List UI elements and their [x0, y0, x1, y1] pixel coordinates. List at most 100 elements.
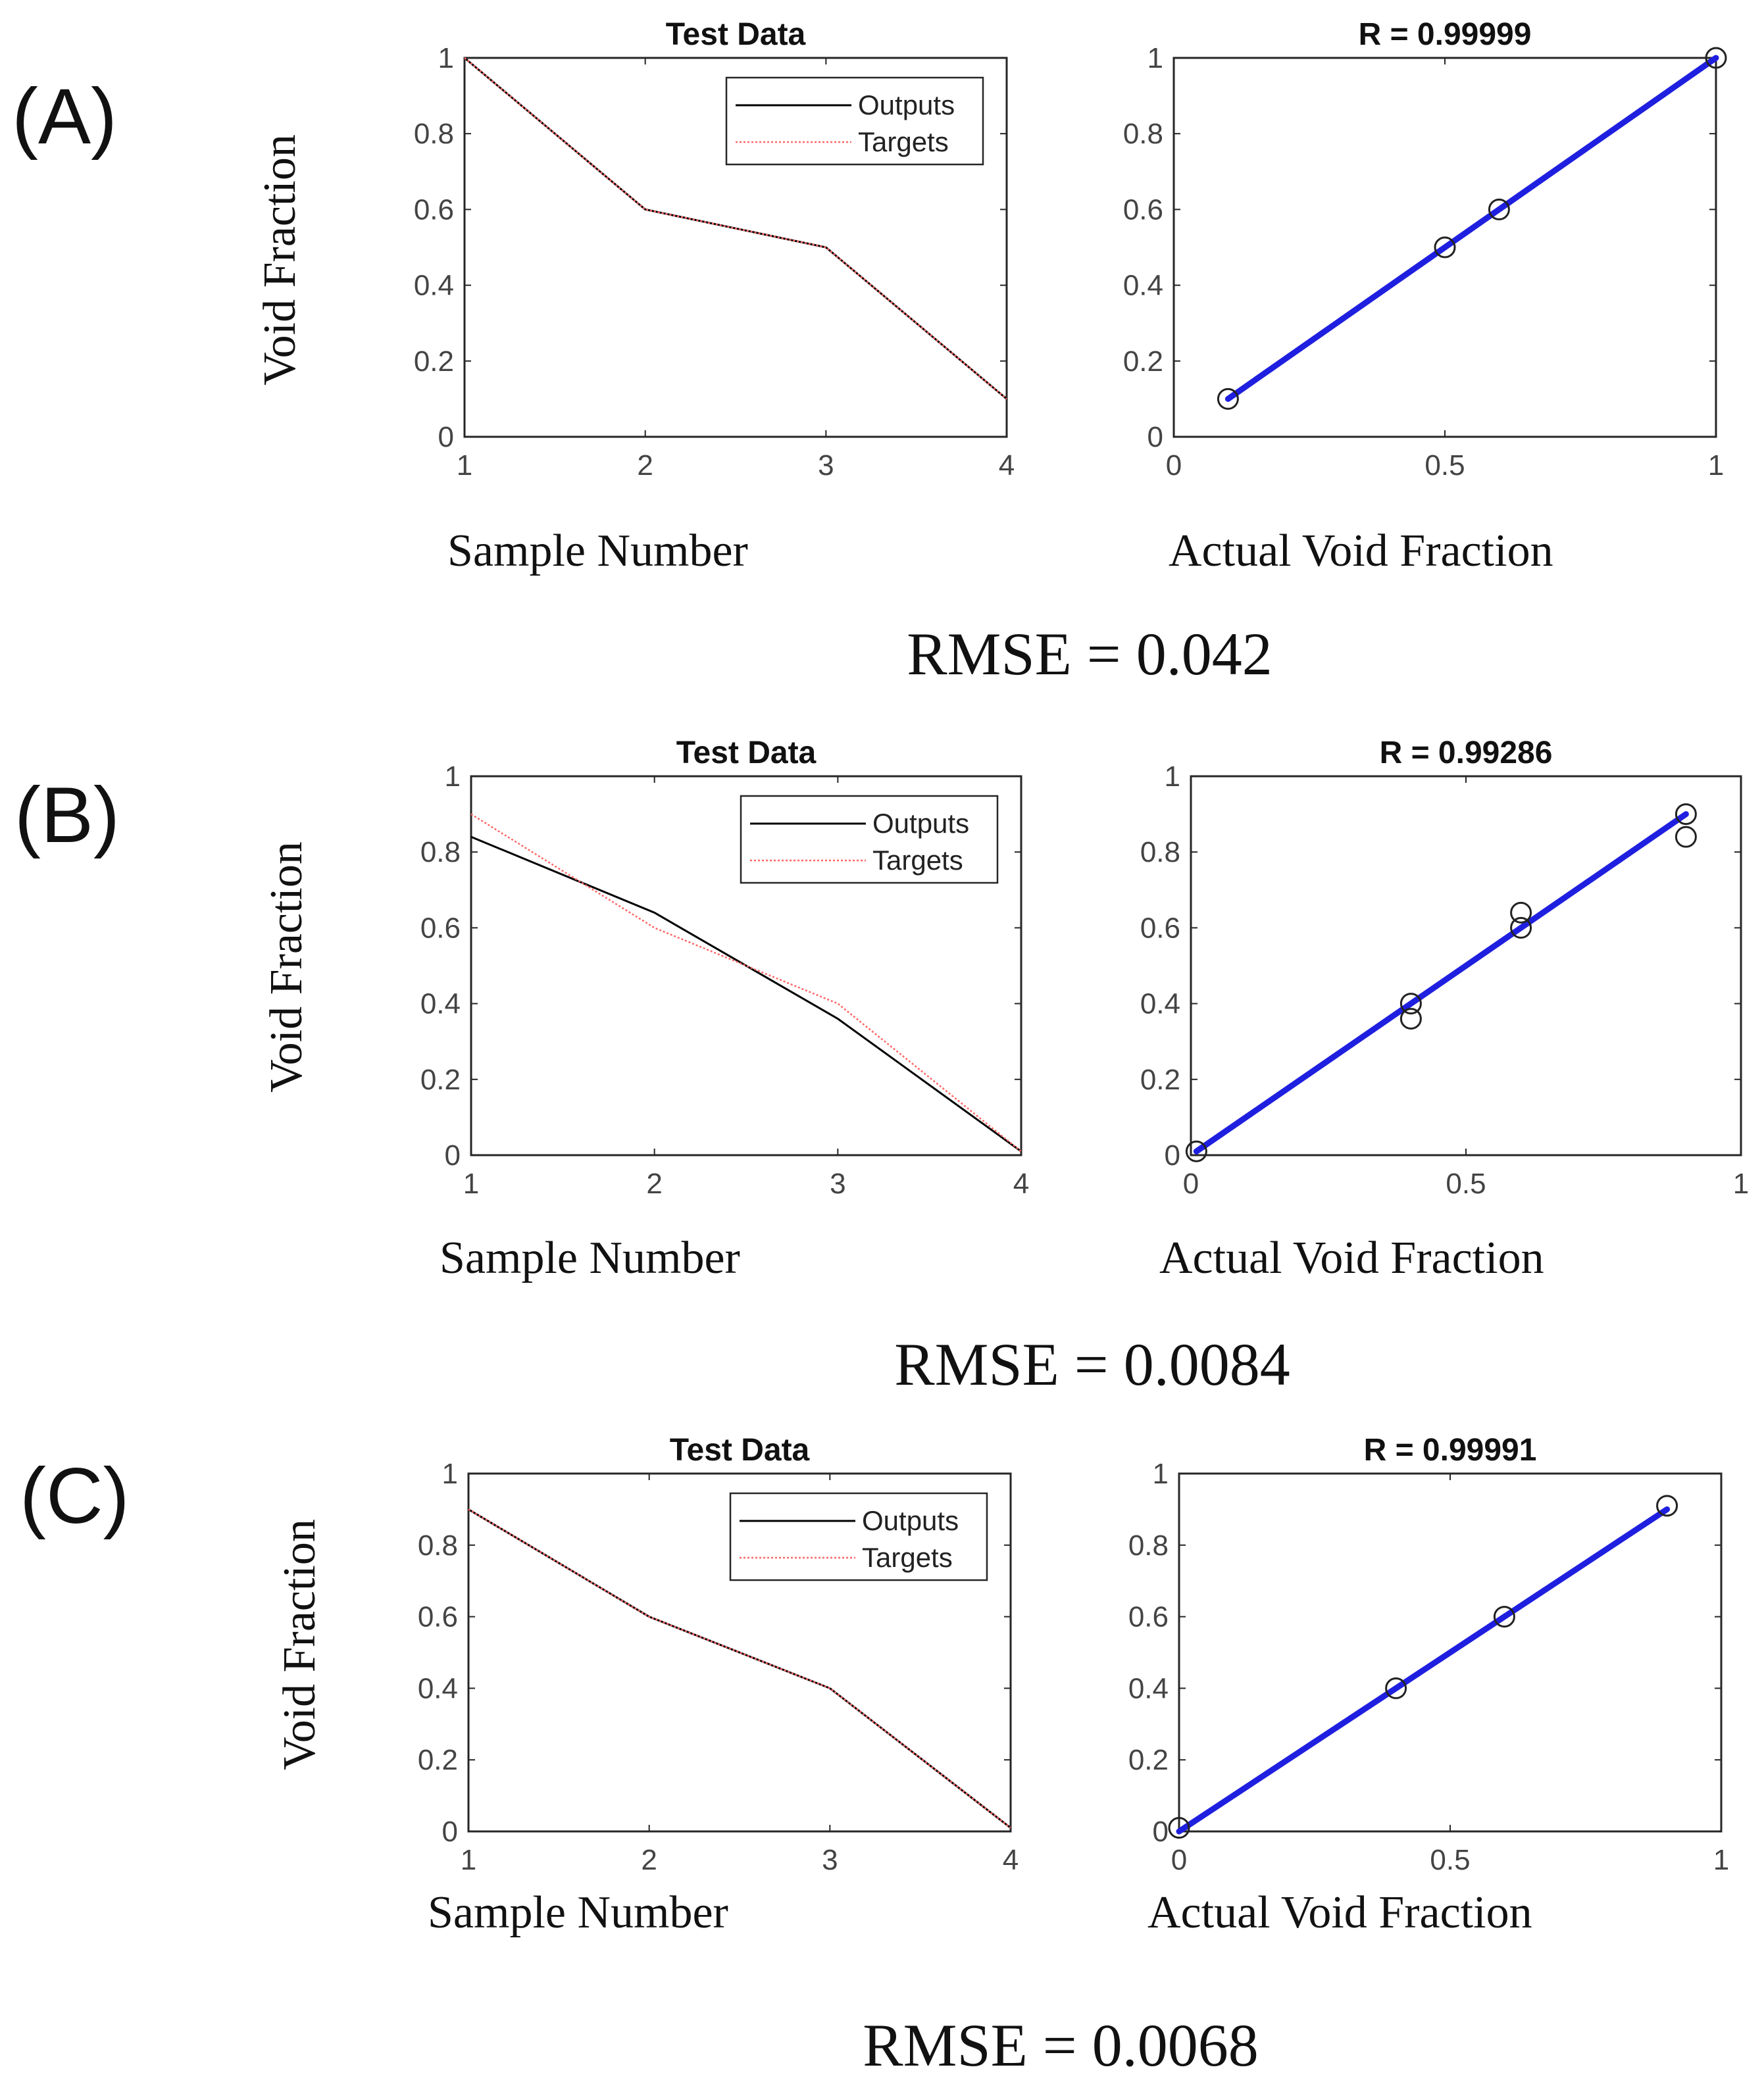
data-point	[1434, 236, 1456, 259]
y-tick-label: 0.8	[1140, 836, 1180, 868]
y-tick-label: 0.6	[1140, 912, 1180, 944]
y-tick-label: 0.2	[418, 1744, 458, 1776]
y-tick-label: 0.4	[1123, 270, 1163, 302]
line-chart-b: 0 0.2 0.4 0.6 0.8 1 1 2 3 4 Test Data Outputs Target…	[420, 735, 1029, 1200]
y-tick-label: 1	[1153, 1458, 1169, 1490]
y-tick-label: 0.8	[420, 836, 461, 868]
fit-line	[1176, 1506, 1671, 1835]
legend-box	[729, 1492, 988, 1581]
y-tick-label: 0	[438, 421, 454, 453]
legend: Outputs Targets	[729, 1492, 988, 1581]
x-tick-label: 0.5	[1430, 1844, 1470, 1876]
y-tick-label: 1	[438, 42, 454, 74]
y-tick-label: 0.4	[418, 1672, 458, 1704]
data-point	[1675, 803, 1697, 826]
x-tick-label: 0	[1183, 1168, 1199, 1200]
y-tick-label: 0.4	[1140, 988, 1180, 1020]
data-point	[1217, 387, 1239, 410]
y-tick-label: 0.6	[414, 193, 454, 226]
x-axis-label-b-right: Actual Void Fraction	[1159, 1233, 1544, 1283]
fit-line	[1224, 55, 1719, 402]
y-tick-label: 0.6	[1123, 193, 1163, 226]
data-point	[1675, 826, 1697, 848]
y-tick-label: 1	[442, 1458, 458, 1490]
x-tick-label: 4	[999, 449, 1015, 482]
scatter-chart-a: 0 0.2 0.4 0.6 0.8 1 0 0.5 1 R = 0.99999	[1123, 17, 1727, 482]
y-tick-label: 0.6	[418, 1601, 458, 1633]
scatter-chart-c: 0 0.2 0.4 0.6 0.8 1 0 0.5 1 R = 0.99991	[1128, 1433, 1729, 1876]
y-tick-label: 0.4	[420, 988, 461, 1020]
panel-label-b: (B)	[14, 771, 120, 859]
series-line-outputs	[470, 835, 1022, 1153]
x-tick-label: 2	[637, 449, 653, 482]
x-tick-label: 1	[463, 1168, 479, 1200]
y-tick-label: 0.4	[414, 270, 454, 302]
x-axis-label-a-left: Sample Number	[447, 526, 748, 576]
fit-line	[1193, 811, 1689, 1155]
legend: Outputs Targets	[740, 795, 999, 884]
x-tick-label: 2	[641, 1844, 657, 1876]
y-tick-label: 0.2	[420, 1064, 461, 1096]
y-tick-label: 0.8	[1128, 1529, 1169, 1562]
y-tick-label: 1	[1165, 760, 1180, 793]
data-point	[1510, 916, 1532, 939]
x-tick-label: 1	[1733, 1168, 1749, 1200]
x-tick-label: 2	[646, 1168, 662, 1200]
line-chart-a: 0 0.2 0.4 0.6 0.8 1 1 2 3 4 Test Data Outputs Target…	[414, 17, 1015, 482]
legend-box	[740, 795, 999, 884]
y-tick-label: 0.2	[1128, 1744, 1169, 1776]
y-tick-label: 0	[1147, 421, 1163, 453]
x-tick-label: 3	[818, 449, 834, 482]
y-tick-label: 0.6	[420, 912, 461, 944]
data-point	[1399, 1008, 1422, 1030]
legend-label-targets: Targets	[872, 845, 963, 876]
scatter-chart-b: 0 0.2 0.4 0.6 0.8 1 0 0.5 1 R = 0.99286	[1140, 735, 1749, 1200]
x-tick-label: 4	[1003, 1844, 1019, 1876]
data-point	[1488, 198, 1510, 220]
panel-label-c: (C)	[20, 1452, 130, 1540]
data-point	[1399, 993, 1422, 1015]
rmse-c: RMSE = 0.0068	[863, 2012, 1258, 2079]
x-axis-label-c-left: Sample Number	[428, 1887, 728, 1938]
y-tick-label: 0	[1165, 1139, 1180, 1172]
y-axis-label-c: Void Fraction	[274, 1519, 325, 1770]
data-point	[1510, 901, 1532, 924]
x-tick-label: 3	[830, 1168, 845, 1200]
x-axis-label-c-right: Actual Void Fraction	[1147, 1887, 1532, 1938]
y-tick-label: 0.2	[414, 345, 454, 378]
y-tick-label: 0	[442, 1816, 458, 1848]
chart-title: R = 0.99286	[1380, 735, 1553, 770]
x-axis-label-a-right: Actual Void Fraction	[1169, 526, 1553, 576]
series-line-targets	[468, 1508, 1011, 1829]
data-point	[1705, 47, 1727, 69]
y-tick-label: 0.8	[414, 118, 454, 150]
y-tick-label: 0.8	[418, 1529, 458, 1562]
y-tick-label: 0	[445, 1139, 461, 1172]
rmse-b: RMSE = 0.0084	[894, 1331, 1290, 1398]
x-tick-label: 1	[457, 449, 472, 482]
x-tick-label: 3	[822, 1844, 838, 1876]
series-line-targets	[470, 813, 1022, 1153]
x-tick-label: 1	[1708, 449, 1724, 482]
y-tick-label: 0.6	[1128, 1601, 1169, 1633]
x-tick-label: 0.5	[1446, 1168, 1486, 1200]
panel-c: (C) Void Fraction 0 0.2 0.4 0.6 0.8 1 1 2 3 4 Test…	[20, 1433, 1729, 2079]
chart-title: Test Data	[670, 1433, 810, 1468]
line-chart-c: 0 0.2 0.4 0.6 0.8 1 1 2 3 4 Test Data Outputs Target…	[418, 1433, 1019, 1876]
data-point	[1493, 1606, 1515, 1628]
x-tick-label: 1	[461, 1844, 476, 1876]
panel-a: (A) Void Fraction 0 0.2 0.4 0.6 0.8 1 1 2 3 4 Test…	[12, 17, 1727, 687]
legend-box	[725, 76, 984, 166]
chart-title: R = 0.99999	[1359, 17, 1532, 52]
y-tick-label: 0.4	[1128, 1672, 1169, 1704]
x-tick-label: 0	[1171, 1844, 1187, 1876]
x-axis-label-b-left: Sample Number	[440, 1233, 740, 1283]
chart-title: R = 0.99991	[1364, 1433, 1537, 1468]
legend-label-outputs: Outputs	[858, 89, 955, 120]
legend-label-outputs: Outputs	[872, 808, 969, 839]
x-tick-label: 0	[1166, 449, 1182, 482]
panel-label-a: (A)	[12, 72, 117, 161]
y-tick-label: 0	[1153, 1816, 1169, 1848]
series-line-targets	[464, 57, 1007, 400]
